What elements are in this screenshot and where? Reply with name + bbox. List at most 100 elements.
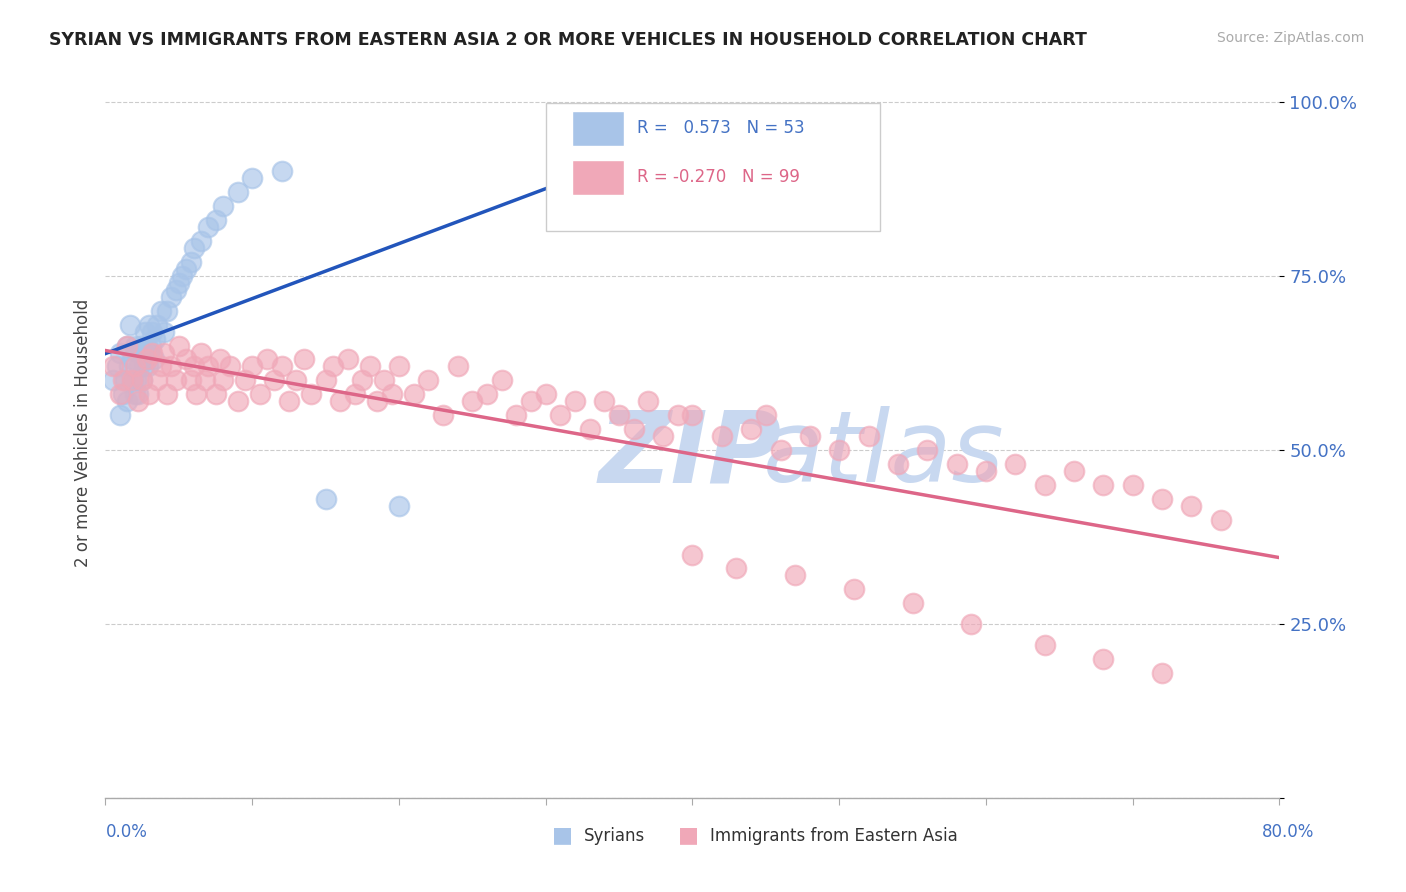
Point — [945, 457, 967, 471]
Point — [550, 408, 572, 422]
Point — [156, 387, 179, 401]
Point — [666, 408, 689, 422]
Point — [120, 318, 142, 332]
Point — [142, 352, 165, 367]
Point — [329, 394, 352, 409]
Text: 80.0%: 80.0% — [1263, 822, 1315, 840]
Point — [125, 373, 148, 387]
Point — [682, 408, 704, 422]
Point — [373, 373, 395, 387]
Point — [124, 338, 146, 352]
Point — [799, 429, 821, 443]
Point — [1180, 499, 1202, 513]
Point — [122, 373, 145, 387]
Point — [141, 325, 163, 339]
Point — [637, 394, 659, 409]
Point — [129, 338, 152, 352]
Point — [180, 373, 202, 387]
Point — [578, 422, 600, 436]
Point — [117, 338, 139, 352]
Point — [131, 345, 153, 359]
Point — [112, 373, 135, 387]
Point — [418, 373, 440, 387]
Point — [165, 373, 187, 387]
Point — [150, 303, 173, 318]
Point — [141, 345, 163, 359]
Text: Source: ZipAtlas.com: Source: ZipAtlas.com — [1216, 31, 1364, 45]
Point — [160, 359, 183, 374]
Point — [186, 387, 208, 401]
Point — [1092, 478, 1115, 492]
Point — [117, 394, 139, 409]
Point — [135, 352, 157, 367]
Point — [174, 261, 197, 276]
Point — [299, 387, 322, 401]
Point — [240, 171, 263, 186]
Point — [475, 387, 498, 401]
Point — [388, 499, 411, 513]
Point — [1122, 478, 1144, 492]
Point — [505, 408, 527, 422]
Point — [153, 325, 176, 339]
Text: atlas: atlas — [763, 406, 1004, 503]
Point — [146, 318, 169, 332]
Point — [197, 220, 219, 235]
Point — [138, 345, 160, 359]
Point — [315, 373, 337, 387]
Point — [211, 373, 233, 387]
Point — [901, 596, 924, 610]
Text: ■: ■ — [553, 825, 572, 845]
Point — [134, 325, 156, 339]
Text: ■: ■ — [679, 825, 699, 845]
Point — [974, 464, 997, 478]
Point — [208, 352, 231, 367]
Bar — [571, 111, 624, 146]
Point — [183, 359, 205, 374]
Point — [174, 352, 197, 367]
Text: 0.0%: 0.0% — [105, 822, 148, 840]
Point — [352, 373, 374, 387]
Point — [219, 359, 242, 374]
Point — [366, 394, 388, 409]
Bar — [571, 160, 624, 194]
Point — [564, 394, 586, 409]
Point — [167, 276, 190, 290]
Point — [139, 338, 162, 352]
Point — [682, 548, 704, 562]
Point — [146, 373, 169, 387]
Point — [249, 387, 271, 401]
Point — [285, 373, 308, 387]
Point — [359, 359, 381, 374]
Point — [623, 422, 645, 436]
Point — [226, 394, 249, 409]
Point — [607, 109, 630, 123]
Point — [105, 359, 128, 374]
Point — [131, 373, 153, 387]
Point — [153, 345, 176, 359]
Point — [112, 387, 135, 401]
Point — [1150, 665, 1173, 680]
Point — [388, 359, 411, 374]
Point — [447, 359, 470, 374]
Point — [725, 561, 748, 575]
Point — [263, 373, 285, 387]
Point — [127, 345, 149, 359]
Point — [160, 290, 183, 304]
Point — [520, 394, 543, 409]
Point — [1033, 638, 1056, 652]
Point — [180, 255, 202, 269]
Point — [593, 394, 616, 409]
Point — [769, 443, 792, 458]
Point — [402, 387, 425, 401]
Point — [277, 394, 299, 409]
Point — [534, 387, 557, 401]
Text: R =   0.573   N = 53: R = 0.573 N = 53 — [637, 120, 804, 137]
Point — [256, 352, 278, 367]
Point — [887, 457, 910, 471]
Point — [240, 359, 263, 374]
Point — [740, 422, 762, 436]
Point — [190, 234, 212, 248]
Point — [136, 359, 159, 374]
Point — [121, 352, 143, 367]
Point — [128, 359, 150, 374]
